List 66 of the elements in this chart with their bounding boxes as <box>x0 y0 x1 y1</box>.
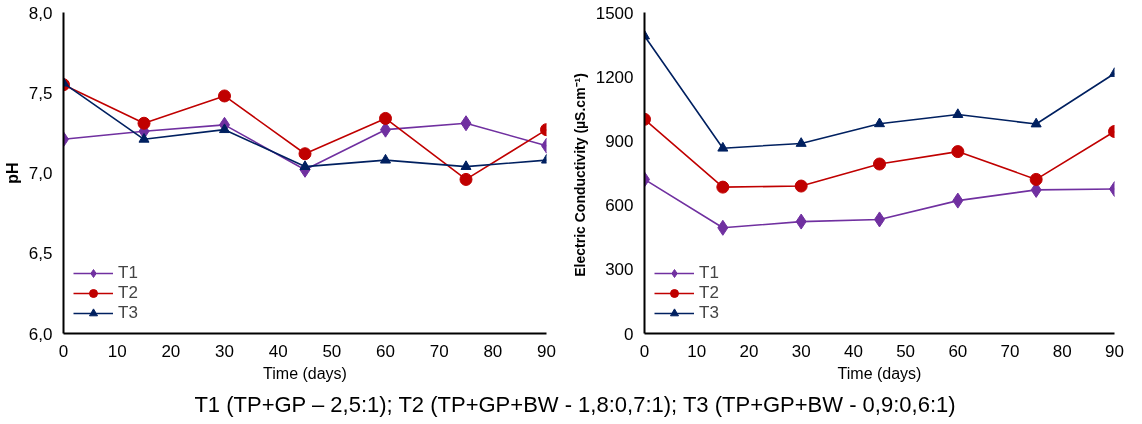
point <box>219 123 230 134</box>
point <box>795 137 807 147</box>
point <box>380 153 391 164</box>
text: T1 (TP+GP – 2,5:1); T2 (TP+GP+BW - 1,8:0,7:1); T3 (TP+GP+BW - 0,9:0,6:1) <box>194 391 956 419</box>
legend-label: T1 <box>699 263 719 283</box>
x-tick-label: 20 <box>739 341 759 361</box>
y-tick-label: 6,0 <box>28 324 53 344</box>
x-tick-label: 50 <box>322 341 342 361</box>
x-axis-title: Time (days) <box>263 364 347 382</box>
point <box>952 108 964 118</box>
x-tick-label: 70 <box>429 341 449 361</box>
x-tick-label: 0 <box>58 341 69 361</box>
point <box>716 180 730 194</box>
point <box>951 145 965 159</box>
x-tick-label: 90 <box>1105 341 1124 361</box>
point <box>1030 117 1042 128</box>
y-tick-label: 1200 <box>595 67 634 87</box>
x-tick-label: 0 <box>639 341 650 361</box>
y-axis-title: pH <box>3 162 21 184</box>
y-tick-label: 7,5 <box>28 83 53 103</box>
x-tick-label: 80 <box>1052 341 1072 361</box>
point <box>299 160 311 170</box>
point <box>874 117 885 128</box>
x-axis-title: Time (days) <box>837 364 922 382</box>
x-tick-label: 70 <box>1000 341 1020 361</box>
y-tick-label: 6,5 <box>28 244 53 264</box>
legend-label: T1 <box>118 263 138 283</box>
x-tick-label: 30 <box>791 341 811 361</box>
point <box>460 160 472 170</box>
x-tick-label: 10 <box>687 341 707 361</box>
y-axis-title: Electric Conductivity (µS.cm⁻¹) <box>571 73 588 277</box>
legend-label: T2 <box>699 283 719 303</box>
x-tick-label: 90 <box>537 341 556 361</box>
x-tick-label: 30 <box>215 341 234 361</box>
y-tick-label: 1500 <box>595 3 634 23</box>
x-tick-label: 10 <box>107 341 127 361</box>
point <box>795 213 807 230</box>
point <box>137 116 151 130</box>
point <box>717 141 729 152</box>
point <box>873 157 886 171</box>
legend-label: T3 <box>699 303 719 323</box>
y-tick-label: 900 <box>605 131 634 151</box>
point <box>460 115 472 132</box>
x-tick-label: 60 <box>376 341 395 361</box>
x-tick-label: 60 <box>948 341 968 361</box>
point <box>794 179 808 193</box>
y-tick-label: 0 <box>624 324 634 344</box>
point <box>717 219 729 236</box>
point <box>379 111 392 125</box>
y-tick-label: 8,0 <box>28 3 53 23</box>
y-tick-label: 600 <box>605 196 634 216</box>
x-tick-label: 20 <box>161 341 181 361</box>
point <box>138 133 150 143</box>
point <box>952 192 964 209</box>
y-tick-label: 300 <box>605 260 634 280</box>
legend-label: T3 <box>118 303 138 323</box>
point <box>1029 172 1043 186</box>
x-tick-label: 50 <box>896 341 916 361</box>
x-tick-label: 80 <box>483 341 503 361</box>
point <box>218 89 231 103</box>
legend-label: T2 <box>118 283 138 303</box>
x-tick-label: 40 <box>268 341 288 361</box>
x-tick-label: 40 <box>843 341 863 361</box>
y-tick-label: 7,0 <box>28 164 53 183</box>
point <box>298 147 312 161</box>
point <box>459 172 473 186</box>
